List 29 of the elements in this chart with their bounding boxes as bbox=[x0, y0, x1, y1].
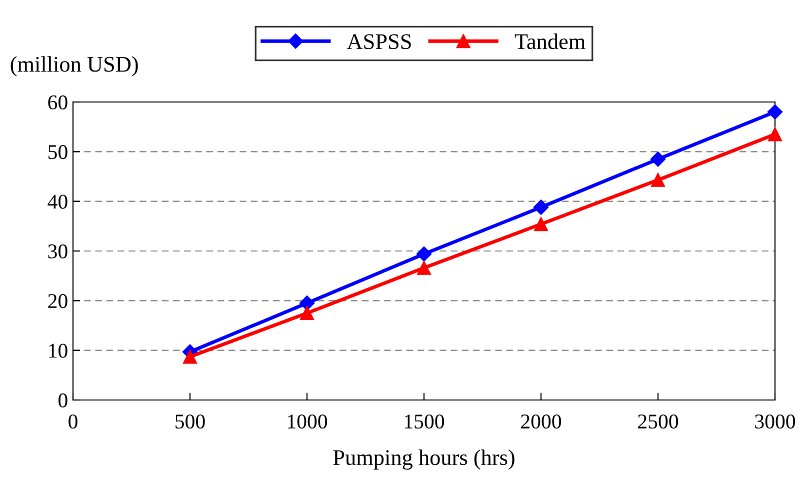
point bbox=[767, 104, 783, 120]
legend-label: ASPSS bbox=[346, 34, 411, 50]
y-tick-label: 50 bbox=[48, 145, 68, 160]
point bbox=[533, 200, 549, 215]
y-tick-label: 10 bbox=[49, 344, 68, 358]
y-axis-title: (million USD) bbox=[10, 56, 138, 76]
point bbox=[768, 127, 782, 142]
y-tick-label: 40 bbox=[48, 194, 68, 209]
x-tick-label: 2500 bbox=[638, 414, 678, 429]
x-tick-label: 1500 bbox=[405, 414, 444, 429]
legend-label: Tandem bbox=[514, 33, 586, 50]
point bbox=[183, 350, 197, 364]
point bbox=[417, 260, 431, 275]
y-tick-label: 60 bbox=[48, 95, 68, 110]
x-tick-label: 1000 bbox=[288, 414, 328, 429]
x-tick-label: 0 bbox=[68, 414, 78, 429]
point bbox=[416, 246, 432, 262]
point bbox=[534, 217, 548, 232]
x-axis-title: Pumping hours (hrs) bbox=[333, 449, 514, 470]
x-tick-label: 3000 bbox=[755, 414, 796, 429]
x-tick-label: 2000 bbox=[521, 414, 562, 429]
point bbox=[651, 173, 665, 187]
point bbox=[650, 152, 666, 167]
y-tick-label: 20 bbox=[48, 294, 68, 308]
point bbox=[299, 296, 315, 311]
point bbox=[300, 306, 314, 320]
y-tick-label: 30 bbox=[48, 244, 68, 258]
y-tick-label: 0 bbox=[58, 393, 68, 408]
x-tick-label: 500 bbox=[176, 414, 205, 429]
